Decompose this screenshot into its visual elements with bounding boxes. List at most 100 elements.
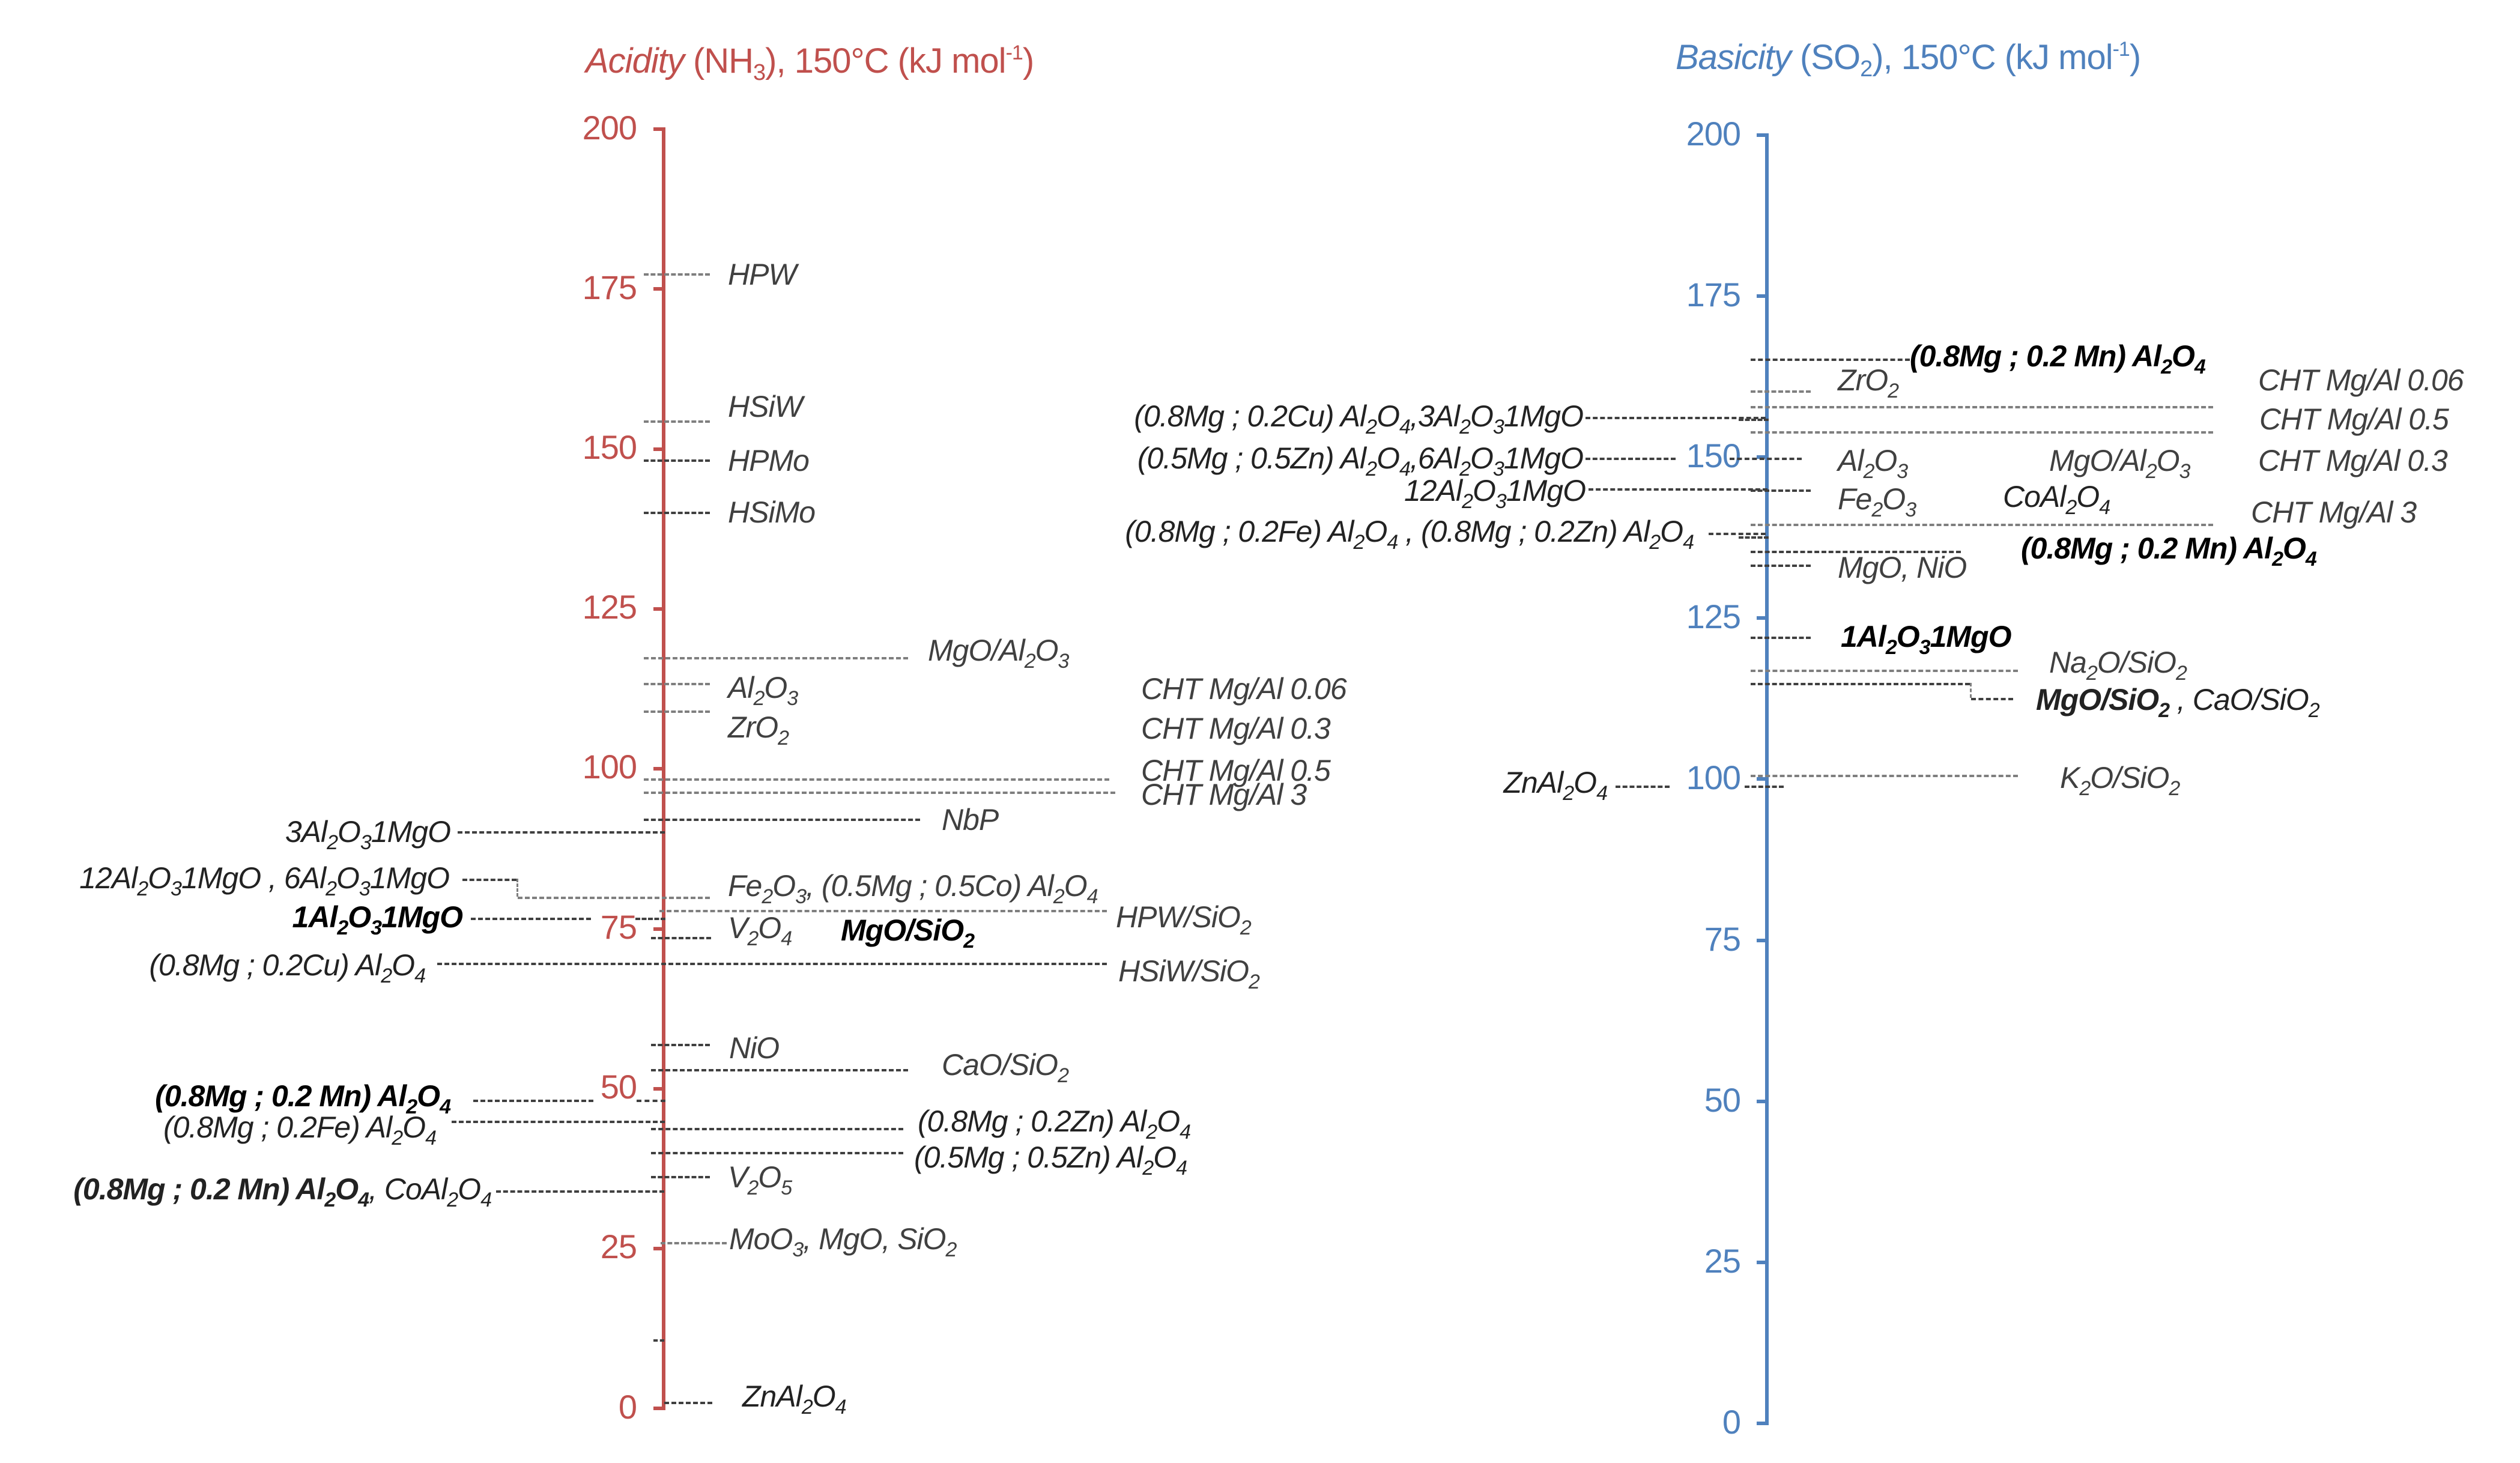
acidity-tick-label: 50: [600, 1068, 637, 1106]
acidity-title-italic: Acidity: [586, 41, 685, 80]
leader-line: [644, 512, 710, 514]
label-b-fe2o3: Fe2O3: [1838, 482, 1916, 521]
leader-line: [651, 937, 711, 939]
acidity-title-part: ), 150°C (kJ mol: [765, 41, 1006, 80]
leader-line: [462, 879, 516, 881]
acidity-tick: [653, 607, 665, 611]
acidity-tick-label: 200: [582, 109, 637, 147]
label-08mg-05mn: (0.8Mg ; 0.2 Mn) Al2O4: [73, 1172, 369, 1211]
leader-line: [1751, 775, 2018, 777]
label-b-12al2o3: 12Al2O31MgO: [1404, 474, 1586, 513]
acidity-tick: [653, 287, 665, 291]
leader-line: [651, 1152, 903, 1154]
basicity-tick: [1757, 939, 1769, 942]
acidity-tick-label: 0: [618, 1388, 637, 1426]
basicity-tick-label: 175: [1686, 276, 1741, 314]
basicity-title-part: (SO: [1790, 38, 1861, 77]
leader-line: [1971, 698, 2013, 700]
label-08mg-05mn-coal2o4: (0.8Mg ; 0.2 Mn) Al2O4, CoAl2O4: [73, 1172, 492, 1211]
leader-line: [644, 819, 920, 821]
leader-line: [1730, 458, 1802, 460]
label-hpmo: HPMo: [728, 444, 810, 477]
leader-line: [452, 1121, 665, 1123]
label-v2o5: V2O5: [728, 1160, 792, 1199]
basicity-tick: [1757, 777, 1769, 781]
leader-line: [1751, 637, 1811, 639]
label-b-mgo-nio: MgO, NiO: [1838, 551, 1967, 584]
label-b-znal2o4: ZnAl2O4: [1503, 766, 1608, 805]
leader-line: [1751, 431, 2213, 434]
leader-line: [1751, 524, 2213, 526]
basicity-title-italic: Basicity: [1676, 38, 1792, 77]
label-v2o4: V2O4: [728, 911, 792, 950]
label-mgo-sio2: MgO/SiO2: [841, 913, 975, 953]
basicity-tick-label: 200: [1686, 115, 1741, 153]
acidity-title-part: ): [1022, 41, 1034, 80]
connector-line: [516, 879, 518, 897]
leader-line: [1709, 533, 1766, 535]
leader-line: [1751, 670, 2018, 672]
label-hpw-sio2: HPW/SiO2: [1116, 900, 1252, 939]
label-nbp: NbP: [942, 803, 999, 837]
basicity-tick: [1757, 1100, 1769, 1103]
basicity-tick-label: 50: [1704, 1081, 1741, 1119]
basicity-title-part: ), 150°C (kJ mol: [1872, 38, 2113, 77]
leader-line: [644, 420, 710, 423]
leader-line: [1751, 683, 1970, 685]
leader-line: [644, 710, 710, 713]
label-b-cht-05: CHT Mg/Al 0.5: [2259, 402, 2449, 436]
acidity-tick-label: 175: [582, 268, 637, 306]
label-b-na2o-sio2: Na2O/SiO2: [2049, 646, 2187, 685]
leader-line: [1739, 419, 1769, 421]
label-b-k2o-sio2: K2O/SiO2: [2060, 761, 2180, 800]
leader-line: [1616, 786, 1670, 788]
label-05mg-05zn: (0.5Mg ; 0.5Zn) Al2O4: [914, 1140, 1187, 1180]
leader-line: [651, 1069, 908, 1071]
label-cht-006: CHT Mg/Al 0.06: [1141, 672, 1347, 706]
basicity-title-sub: 2: [1860, 56, 1873, 82]
acidity-title-part: (NH: [683, 41, 754, 80]
leader-line: [651, 1044, 710, 1046]
leader-line: [471, 918, 591, 920]
label-fe2o3-05co: Fe2O3, (0.5Mg ; 0.5Co) Al2O4: [728, 869, 1098, 908]
leader-line: [653, 1339, 664, 1342]
basicity-tick: [1757, 294, 1769, 298]
leader-line: [1586, 458, 1676, 460]
acidity-tick: [653, 1087, 665, 1091]
basicity-tick: [1757, 1261, 1769, 1264]
leader-line: [496, 1190, 664, 1193]
leader-line: [1751, 489, 1811, 492]
acidity-title-sup: -1: [1005, 41, 1023, 64]
label-1al2o3-1mgo: 1Al2O31MgO: [292, 900, 463, 939]
label-08mg-02mn: (0.8Mg ; 0.2 Mn) Al2O4: [155, 1079, 451, 1118]
basicity-tick-label: 150: [1686, 437, 1741, 474]
basicity-tick-label: 75: [1704, 920, 1741, 958]
leader-line: [518, 897, 710, 899]
leader-line: [644, 657, 908, 659]
label-hsimo: HSiMo: [728, 495, 816, 529]
label-08mg-02fe: (0.8Mg ; 0.2Fe) Al2O4: [163, 1110, 437, 1150]
leader-line: [651, 1176, 710, 1178]
label-08mg-02cu: (0.8Mg ; 0.2Cu) Al2O4: [149, 948, 426, 987]
acidity-tick-label: 125: [582, 588, 637, 626]
basicity-title-sup: -1: [2112, 38, 2130, 61]
label-b-08mg-02cu-3al2o3: (0.8Mg ; 0.2Cu) Al2O4,3Al2O31MgO: [1134, 399, 1584, 438]
leader-line: [644, 683, 710, 685]
leader-line: [1745, 786, 1784, 788]
label-hsiw: HSiW: [728, 390, 803, 423]
label-b-08mg-02fe-02zn: (0.8Mg ; 0.2Fe) Al2O4 , (0.8Mg ; 0.2Zn) …: [1125, 515, 1694, 554]
leader-line: [644, 273, 710, 276]
leader-line: [1751, 359, 1910, 361]
basicity-tick: [1757, 133, 1769, 137]
leader-line: [651, 1128, 903, 1130]
label-3al2o3-1mgo: 3Al2O31MgO: [285, 815, 451, 854]
label-moo3-mgo-sio2: MoO3, MgO, SiO2: [729, 1222, 957, 1261]
leader-line: [1751, 565, 1811, 567]
basicity-tick-label: 125: [1686, 598, 1741, 635]
acidity-tick-label: 25: [600, 1228, 637, 1265]
label-cht-05: CHT Mg/Al 0.5: [1141, 754, 1331, 787]
label-b-coal2o4: CoAl2O4: [2003, 480, 2110, 519]
basicity-tick-label: 0: [1722, 1403, 1741, 1441]
label-b-zro2: ZrO2: [1838, 363, 1899, 402]
label-hsiw-sio2: HSiW/SiO2: [1118, 954, 1260, 993]
